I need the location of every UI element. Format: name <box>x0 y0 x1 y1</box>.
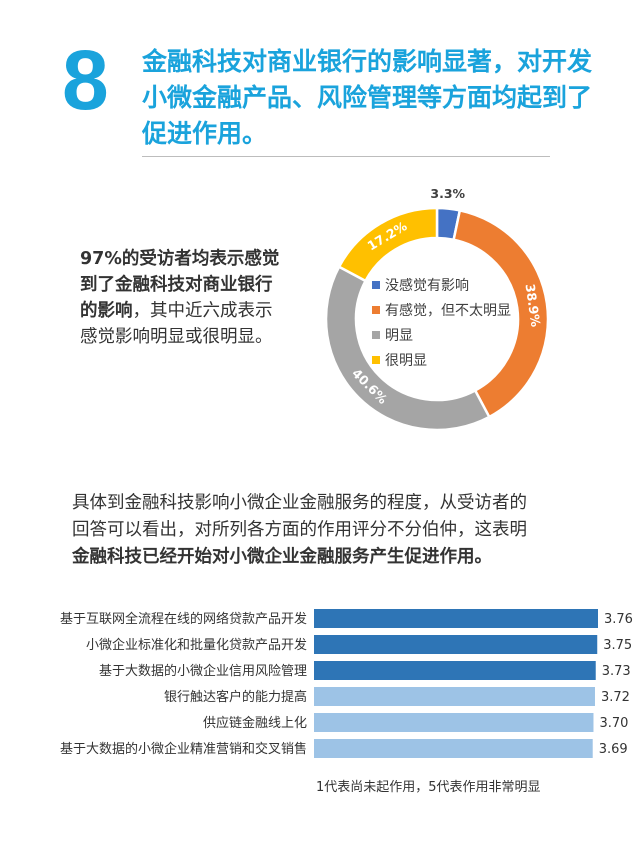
bar-value-label: 3.72 <box>601 690 630 705</box>
bar-value-label: 3.75 <box>603 638 632 653</box>
bar <box>314 609 598 628</box>
legend-swatch <box>372 305 380 314</box>
paragraph-line: 回答可以看出，对所列各方面的作用评分不分伯仲，这表明 <box>72 520 527 540</box>
bar <box>314 713 594 732</box>
category-label: 银行触达客户的能力提高 <box>164 689 307 705</box>
legend-item: 没感觉有影响 <box>372 272 511 297</box>
donut-summary-text: 97%的受访者均表示感觉 到了金融科技对商业银行 的影响，其中近六成表示 感觉影… <box>80 246 330 350</box>
category-label: 小微企业标准化和批量化贷款产品开发 <box>86 637 307 653</box>
paragraph-bold-line: 金融科技已经开始对小微企业金融服务产生促进作用。 <box>72 547 492 567</box>
legend-label: 没感觉有影响 <box>385 277 469 294</box>
donut-data-label: 3.3% <box>430 186 465 201</box>
legend-swatch <box>372 330 380 339</box>
bar-value-label: 3.76 <box>604 612 633 627</box>
category-label: 供应链金融线上化 <box>203 715 307 731</box>
bar <box>314 687 595 706</box>
summary-line: 的影响，其中近六成表示 <box>80 298 330 324</box>
category-label: 基于大数据的小微企业精准营销和交叉销售 <box>60 741 307 757</box>
bar-chart-footnote: 1代表尚未起作用，5代表作用非常明显 <box>316 780 541 795</box>
legend-label: 很明显 <box>385 352 427 369</box>
summary-line: 到了金融科技对商业银行 <box>80 275 273 295</box>
donut-chart: 3.3%38.9%40.6%17.2% <box>324 186 550 432</box>
donut-legend: 没感觉有影响 有感觉，但不太明显 明显 很明显 <box>372 272 511 372</box>
summary-line: 97%的受访者均表示感觉 <box>80 249 280 269</box>
divider <box>142 156 550 157</box>
summary-bold-part: 的影响 <box>80 301 133 321</box>
headline-line: 促进作用。 <box>142 119 268 148</box>
donut-data-label: 38.9% <box>523 283 544 329</box>
summary-line: 感觉影响明显或很明显。 <box>80 327 273 347</box>
headline-line: 金融科技对商业银行的影响显著，对开发 <box>142 47 593 76</box>
legend-item: 有感觉，但不太明显 <box>372 297 511 322</box>
bar <box>314 635 598 654</box>
donut-slice <box>324 265 491 432</box>
headline-line: 小微金融产品、风险管理等方面均起到了 <box>142 83 593 112</box>
legend-swatch <box>372 280 380 289</box>
category-label: 基于互联网全流程在线的网络贷款产品开发 <box>60 611 307 627</box>
category-label: 基于大数据的小微企业信用风险管理 <box>99 663 307 679</box>
bar-value-label: 3.70 <box>599 716 628 731</box>
bar-value-label: 3.73 <box>602 664 631 679</box>
section-number: 8 <box>62 33 109 127</box>
donut-slice <box>337 206 439 283</box>
legend-swatch <box>372 355 380 364</box>
bar <box>314 739 593 758</box>
summary-normal-part: ，其中近六成表示 <box>132 301 273 321</box>
legend-label: 有感觉，但不太明显 <box>385 302 511 319</box>
legend-label: 明显 <box>385 327 413 344</box>
legend-item: 明显 <box>372 322 511 347</box>
legend-item: 很明显 <box>372 347 511 372</box>
bar-value-label: 3.69 <box>599 742 628 757</box>
headline: 金融科技对商业银行的影响显著，对开发 小微金融产品、风险管理等方面均起到了 促进… <box>142 44 592 152</box>
bar-summary-text: 具体到金融科技影响小微企业金融服务的程度，从受访者的 回答可以看出，对所列各方面… <box>72 490 612 571</box>
bar <box>314 661 596 680</box>
paragraph-line: 具体到金融科技影响小微企业金融服务的程度，从受访者的 <box>72 493 527 513</box>
